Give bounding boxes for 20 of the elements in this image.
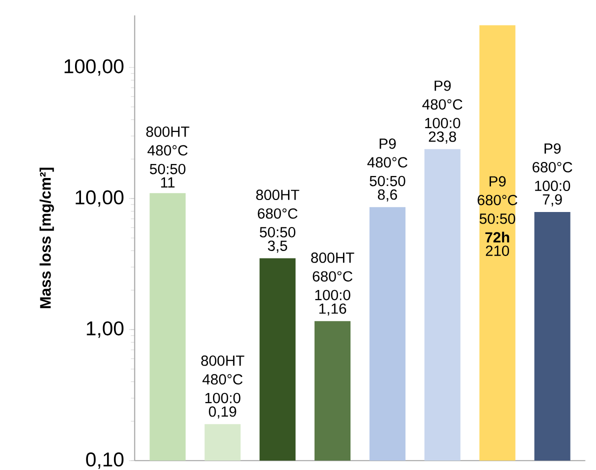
annotation: 800HT 680°C 100:0 (311, 252, 354, 300)
y-tick-label: 0,10 (86, 452, 124, 469)
y-axis-title: Mass loss [mg/cm²] (40, 168, 54, 308)
y-tick-label: 100,00 (64, 59, 124, 76)
data-label: 7,9 (542, 194, 562, 206)
data-label: 23,8 (428, 131, 456, 144)
annotation: 800HT 680°C 50:50 (256, 190, 300, 238)
annotation: 800HT 480°C 50:50 (146, 126, 190, 174)
annotation: P9 480°C 100:0 (422, 80, 462, 128)
y-tick-label: 1,00 (86, 321, 124, 338)
data-label: 0,19 (208, 406, 236, 419)
data-label: 1,16 (319, 303, 346, 316)
annotation: P9 480°C 50:50 (367, 138, 408, 186)
data-label: 11 (161, 177, 175, 188)
annotation: 800HT 480°C 100:0 (201, 356, 244, 404)
annotation: P9 680°C 100:0 (532, 143, 572, 192)
data-label: 8,6 (378, 189, 398, 202)
data-label: 210 (486, 246, 510, 256)
data-label: 3,5 (268, 240, 288, 253)
y-tick-label: 10,00 (76, 190, 124, 207)
